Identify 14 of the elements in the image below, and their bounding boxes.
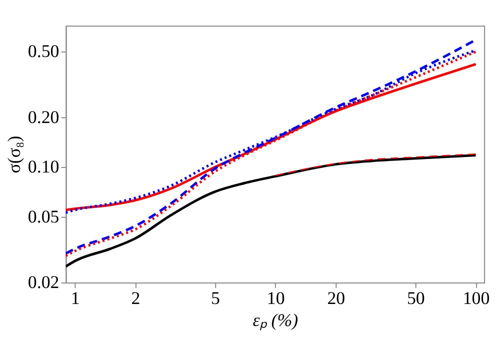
y-axis-title: σ(σ₈) — [4, 136, 24, 174]
x-tick-label: 2 — [131, 288, 140, 308]
x-tick-label: 5 — [211, 288, 220, 308]
y-tick-label: 0.10 — [28, 156, 60, 177]
x-axis-title: εₚ (%) — [252, 310, 298, 331]
x-tick-label: 100 — [462, 288, 490, 308]
x-tick-label: 1 — [70, 288, 80, 308]
y-tick-label: 0.20 — [28, 106, 60, 127]
x-tick-label: 20 — [327, 288, 346, 308]
x-tick-label: 10 — [266, 288, 285, 308]
y-tick-label: 0.50 — [28, 41, 60, 62]
x-tick-label: 50 — [406, 288, 425, 308]
y-tick-label: 0.02 — [28, 272, 60, 292]
y-tick-label: 0.05 — [28, 206, 60, 226]
